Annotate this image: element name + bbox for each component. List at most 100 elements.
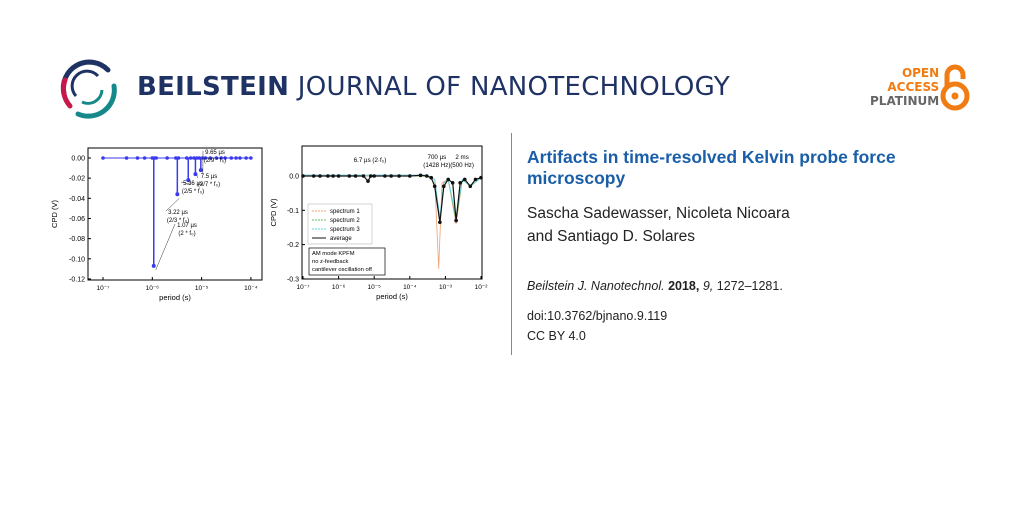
x-tick-label: 10⁻³	[439, 284, 453, 291]
data-point	[229, 156, 234, 160]
legend-label: spectrum 3	[330, 227, 360, 233]
x-tick-label: 10⁻²	[475, 284, 489, 291]
doi[interactable]: doi:10.3762/bjnano.9.119	[527, 309, 668, 323]
average-point	[383, 174, 387, 178]
y-axis-label: CPD (V)	[50, 200, 59, 228]
average-point	[458, 181, 462, 185]
average-point	[368, 174, 373, 178]
badge-line1: OPEN	[901, 66, 940, 80]
license: CC BY 4.0	[527, 329, 586, 343]
average-point	[468, 184, 473, 189]
average-point	[353, 174, 358, 178]
open-access-badge: OPEN ACCESS PLATINUM	[870, 66, 939, 108]
badge-line3: PLATINUM	[870, 94, 940, 108]
y-tick-label: -0.08	[69, 236, 85, 243]
y-tick-label: -0.3	[287, 276, 299, 283]
annotation-line2: (2/7 * f₀)	[198, 182, 220, 188]
data-point	[238, 156, 242, 160]
data-point	[208, 156, 213, 160]
average-point	[331, 174, 335, 178]
authors-line1: Sascha Sadewasser, Nicoleta Nicoara	[527, 205, 790, 222]
note-line: cantilever oscillation off	[312, 267, 372, 273]
journal-abbrev: Beilstein J. Nanotechnol.	[527, 279, 665, 293]
average-point	[347, 174, 352, 178]
legend-label: spectrum 1	[330, 209, 360, 215]
data-point	[203, 156, 208, 160]
data-point	[154, 156, 159, 160]
annotation-line1: 1.07 µs	[177, 223, 197, 229]
badge-line2: ACCESS	[887, 80, 940, 94]
divider	[511, 133, 512, 355]
data-point	[244, 156, 248, 160]
average-point	[318, 174, 322, 178]
annotation-line1: 700 µs	[428, 154, 447, 161]
data-point	[124, 156, 129, 160]
y-axis-label: CPD (V)	[270, 198, 278, 226]
dip-point	[175, 192, 180, 197]
data-point	[223, 156, 227, 160]
data-point	[214, 156, 219, 160]
volume: 9,	[702, 279, 714, 293]
annotation-text: 6.7 µs (2·f₀)	[354, 157, 387, 164]
x-tick-label: 10⁻⁷	[96, 285, 110, 292]
dip-point	[193, 172, 198, 177]
average-point	[408, 174, 412, 178]
average-point	[450, 181, 455, 185]
average-point	[454, 218, 458, 223]
average-point	[361, 174, 366, 178]
note-line: AM mode KPFM	[312, 251, 355, 257]
beilstein-logo	[60, 59, 117, 119]
annotation-line2: (2/5 * f₀)	[182, 189, 204, 195]
data-point	[165, 156, 169, 160]
annotation-arrow	[165, 198, 180, 212]
y-tick-label: -0.1	[287, 208, 299, 215]
average-point	[326, 174, 330, 178]
annotation-line1: 2 ms	[455, 154, 468, 161]
average-point	[311, 174, 316, 178]
dip-point	[151, 263, 156, 268]
journal-name: BEILSTEIN JOURNAL OF NANOTECHNOLOGY	[137, 72, 730, 102]
x-tick-label: 10⁻⁶	[332, 284, 346, 291]
article-title[interactable]: Artifacts in time-resolved Kelvin probe …	[527, 147, 896, 188]
annotation-line2: (2/3 * f₀)	[167, 218, 189, 224]
average-point	[446, 177, 451, 182]
x-tick-label: 10⁻⁴	[403, 284, 417, 291]
year: 2018,	[668, 279, 700, 293]
annotation-line2: (1428 Hz)	[423, 162, 450, 169]
average-point	[372, 174, 376, 178]
plot-frame	[301, 145, 483, 280]
x-axis-label: period (s)	[159, 293, 191, 302]
journal-name-bold: BEILSTEIN	[137, 72, 290, 102]
data-point	[219, 156, 224, 160]
x-axis-label: period (s)	[376, 292, 408, 301]
average-point	[424, 174, 429, 178]
chart-cpd-vs-period-1: 10⁻⁷ 10⁻⁶ 10⁻⁵ 10⁻⁴ 0.00 -0.02 -0.04 -0.06 -0.08…	[50, 147, 263, 302]
x-tick-label: 10⁻⁷	[296, 284, 310, 291]
chart-cpd-vs-period-2: 10⁻⁷ 10⁻⁶ 10⁻⁵ 10⁻⁴ 10⁻³ 10⁻² 0.0 -0.1 -0.2 -0.3 p…	[270, 145, 489, 301]
x-tick-label: 10⁻⁵	[195, 285, 209, 292]
average-point	[397, 174, 401, 178]
x-tick-label: 10⁻⁵	[368, 284, 382, 291]
pages: 1272–1281.	[716, 279, 783, 293]
annotation-line1: 9.65 µs	[205, 150, 225, 156]
legend-label: average	[330, 236, 352, 242]
data-point	[234, 156, 238, 160]
data-point	[249, 156, 253, 160]
note-box	[308, 247, 386, 276]
y-tick-label: -0.04	[69, 196, 85, 203]
data-point	[101, 156, 105, 160]
note-line: no z-feedback	[312, 259, 349, 265]
y-tick-label: 0.00	[71, 156, 85, 163]
data-point	[200, 156, 205, 160]
average-point	[301, 174, 305, 178]
y-tick-label: -0.12	[69, 276, 85, 283]
dip-point	[198, 168, 203, 173]
y-tick-label: -0.10	[69, 256, 85, 263]
average-point	[432, 184, 437, 189]
annotation-line2: (500 Hz)	[450, 162, 474, 169]
average-point	[441, 184, 446, 189]
y-tick-label: -0.2	[287, 242, 299, 249]
average-point	[429, 175, 434, 180]
annotation-line2: (2 * f₀)	[178, 231, 195, 237]
